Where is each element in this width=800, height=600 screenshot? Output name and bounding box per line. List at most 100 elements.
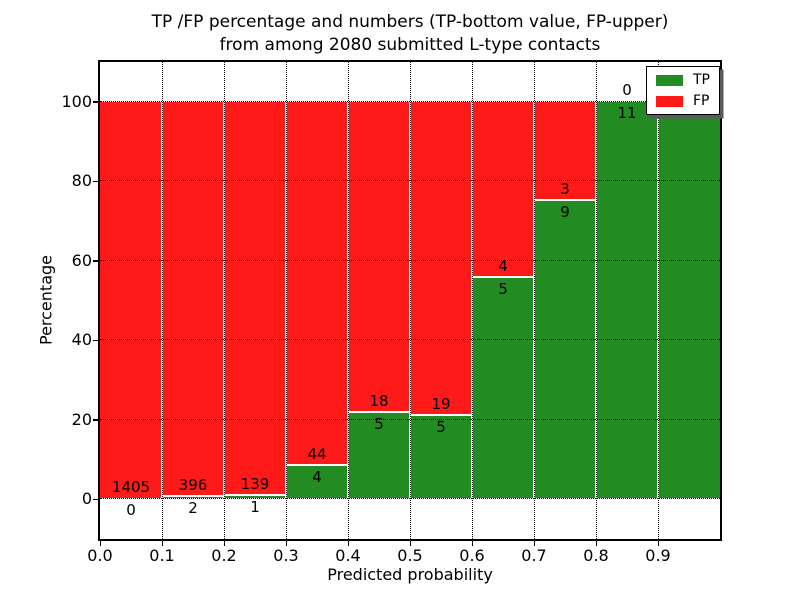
gridline-vertical	[348, 62, 349, 539]
y-tick-label: 40	[71, 330, 92, 350]
gridline-vertical	[162, 62, 163, 539]
y-tick-mark	[93, 339, 98, 341]
tp-count-label: 2	[188, 499, 198, 518]
x-tick-mark	[471, 541, 473, 546]
x-tick-mark	[223, 541, 225, 546]
gridline-vertical	[596, 62, 597, 539]
bar-segment-fp	[224, 101, 286, 497]
tp-count-label: 5	[498, 280, 508, 299]
tp-count-label: 1	[250, 498, 260, 517]
gridline-vertical	[472, 62, 473, 539]
plot-area: 14050396213914441851954539011010 TP FP	[98, 60, 722, 541]
x-tick-mark	[595, 541, 597, 546]
fp-color-swatch	[656, 95, 683, 107]
tp-count-label: 0	[126, 501, 136, 520]
fp-count-label: 139	[240, 475, 270, 494]
bar-segment-tp	[472, 278, 534, 500]
chart-title: TP /FP percentage and numbers (TP-bottom…	[152, 11, 669, 57]
y-tick-mark	[93, 180, 98, 182]
x-tick-label: 0.1	[149, 546, 175, 565]
y-tick-mark	[93, 101, 98, 103]
fp-count-label: 396	[178, 476, 208, 495]
bar-segment-tp	[348, 412, 410, 500]
bar-segment-fp	[348, 101, 410, 413]
y-tick-mark	[93, 419, 98, 421]
bar-edge-white	[472, 276, 534, 279]
gridline-horizontal	[100, 180, 720, 182]
legend-label-tp: TP	[693, 72, 710, 88]
y-tick-label: 60	[71, 250, 92, 270]
x-tick-mark	[533, 541, 535, 546]
x-tick-label: 0.3	[273, 546, 299, 565]
tp-count-label: 9	[560, 203, 570, 222]
gridline-horizontal	[100, 418, 720, 420]
gridline-horizontal	[100, 339, 720, 341]
bar-segment-fp	[286, 101, 348, 467]
y-tick-label: 20	[71, 409, 92, 429]
x-tick-label: 0.8	[583, 546, 609, 565]
y-tick-label: 100	[61, 91, 92, 111]
chart-title-line2: from among 2080 submitted L-type contact…	[219, 35, 601, 55]
legend-entry-tp: TP	[656, 73, 710, 87]
gridline-horizontal	[100, 498, 720, 500]
gridline-vertical	[286, 62, 287, 539]
bar-segment-tp	[410, 416, 472, 500]
x-tick-mark	[99, 541, 101, 546]
bar-edge-white	[162, 495, 224, 498]
bar-segment-fp	[100, 101, 162, 500]
bar-edge-white	[224, 494, 286, 497]
bar-segment-fp	[472, 101, 534, 279]
legend-entry-fp: FP	[656, 94, 710, 108]
x-tick-label: 0.2	[211, 546, 237, 565]
gridline-horizontal	[100, 259, 720, 261]
x-tick-mark	[285, 541, 287, 546]
bar-segment-tp	[286, 466, 348, 500]
gridline-horizontal	[100, 100, 720, 102]
x-tick-label: 0.6	[459, 546, 485, 565]
x-tick-label: 0.9	[645, 546, 671, 565]
x-tick-label: 0.0	[87, 546, 113, 565]
bar-edge-white	[410, 414, 472, 417]
bar-segment-tp	[534, 201, 596, 500]
bar-edge-white	[534, 199, 596, 202]
chart-title-line1: TP /FP percentage and numbers (TP-bottom…	[151, 12, 669, 32]
fp-count-label: 19	[431, 395, 451, 414]
fp-count-label: 44	[307, 445, 327, 464]
x-tick-mark	[657, 541, 659, 546]
y-tick-mark	[93, 498, 98, 500]
fp-count-label: 4	[498, 257, 508, 276]
gridline-vertical	[410, 62, 411, 539]
y-tick-label: 80	[71, 171, 92, 191]
tp-count-label: 5	[374, 414, 384, 433]
tp-count-label: 4	[312, 468, 322, 487]
fp-count-label: 0	[622, 80, 632, 99]
tp-count-label: 5	[436, 418, 446, 437]
x-tick-mark	[161, 541, 163, 546]
bar-segment-tp	[224, 496, 286, 500]
gridline-vertical	[534, 62, 535, 539]
y-tick-mark	[93, 260, 98, 262]
bar-segment-fp	[410, 101, 472, 417]
fp-count-label: 3	[560, 180, 570, 199]
x-tick-mark	[347, 541, 349, 546]
y-tick-label: 0	[81, 489, 92, 509]
bar-edge-white	[286, 464, 348, 467]
bar-segment-fp	[534, 101, 596, 202]
legend: TP FP	[646, 66, 720, 115]
x-tick-mark	[409, 541, 411, 546]
bar-segment-tp	[658, 101, 720, 500]
x-axis-label: Predicted probability	[327, 565, 493, 584]
bar-segment-fp	[162, 101, 224, 498]
x-tick-label: 0.7	[521, 546, 547, 565]
gridline-vertical	[224, 62, 225, 539]
bar-segment-tp	[596, 101, 658, 500]
fp-count-label: 18	[369, 391, 389, 410]
legend-label-fp: FP	[693, 93, 710, 109]
x-tick-label: 0.5	[397, 546, 423, 565]
bar-edge-white	[348, 410, 410, 413]
gridline-vertical	[658, 62, 659, 539]
x-tick-label: 0.4	[335, 546, 361, 565]
tp-color-swatch	[656, 74, 683, 86]
fp-count-label: 1405	[111, 478, 151, 497]
